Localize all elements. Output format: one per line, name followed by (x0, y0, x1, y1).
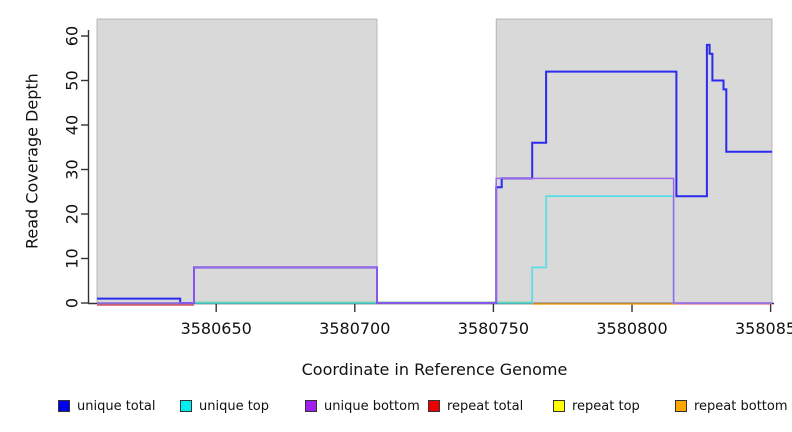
legend-item-unique-total: unique total (58, 397, 155, 415)
x-tick-label: 3580700 (319, 319, 390, 338)
y-tick-label: 20 (63, 204, 82, 224)
y-tick-label: 0 (63, 298, 82, 308)
legend-label: repeat total (447, 398, 524, 414)
legend-label: unique total (77, 398, 156, 414)
x-tick-label: 3580850 (735, 319, 792, 338)
unique-bottom-line (97, 177, 772, 304)
unique-total-swatch-icon (58, 400, 70, 412)
x-tick-label: 3580750 (458, 319, 529, 338)
unique-bottom-swatch-icon (305, 400, 317, 412)
repeat-top-swatch-icon (553, 400, 565, 412)
legend-label: unique top (199, 398, 270, 414)
x-tick-label: 3580800 (596, 319, 667, 338)
legend-item-unique-top: unique top (180, 397, 269, 415)
legend-item-repeat-total: repeat total (428, 397, 523, 415)
unique-top-swatch-icon (180, 400, 192, 412)
legend: unique total unique top unique bottom re… (0, 397, 792, 417)
legend-label: repeat bottom (694, 398, 788, 414)
y-tick-label: 60 (63, 26, 82, 46)
coverage-plot: 0 10 20 30 40 50 60 3580650 3580700 3580750 358080… (63, 18, 792, 338)
legend-label: unique bottom (324, 398, 420, 414)
x-axis-title: Coordinate in Reference Genome (301, 360, 568, 379)
y-tick-label: 10 (63, 248, 82, 268)
y-tick-label: 50 (63, 70, 82, 90)
repeat-total-swatch-icon (428, 400, 440, 412)
repeat-region-shading (495, 18, 773, 304)
x-tick-label: 3580650 (181, 319, 252, 338)
repeat-bottom-swatch-icon (675, 400, 687, 412)
repeat-region-shading (96, 18, 378, 304)
legend-label: repeat top (572, 398, 640, 414)
y-axis-title: Read Coverage Depth (22, 73, 42, 249)
legend-item-repeat-top: repeat top (553, 397, 640, 415)
y-tick-label: 30 (63, 159, 82, 179)
y-tick-label: 40 (63, 115, 82, 135)
legend-item-unique-bottom: unique bottom (305, 397, 420, 415)
legend-item-repeat-bottom: repeat bottom (675, 397, 788, 415)
